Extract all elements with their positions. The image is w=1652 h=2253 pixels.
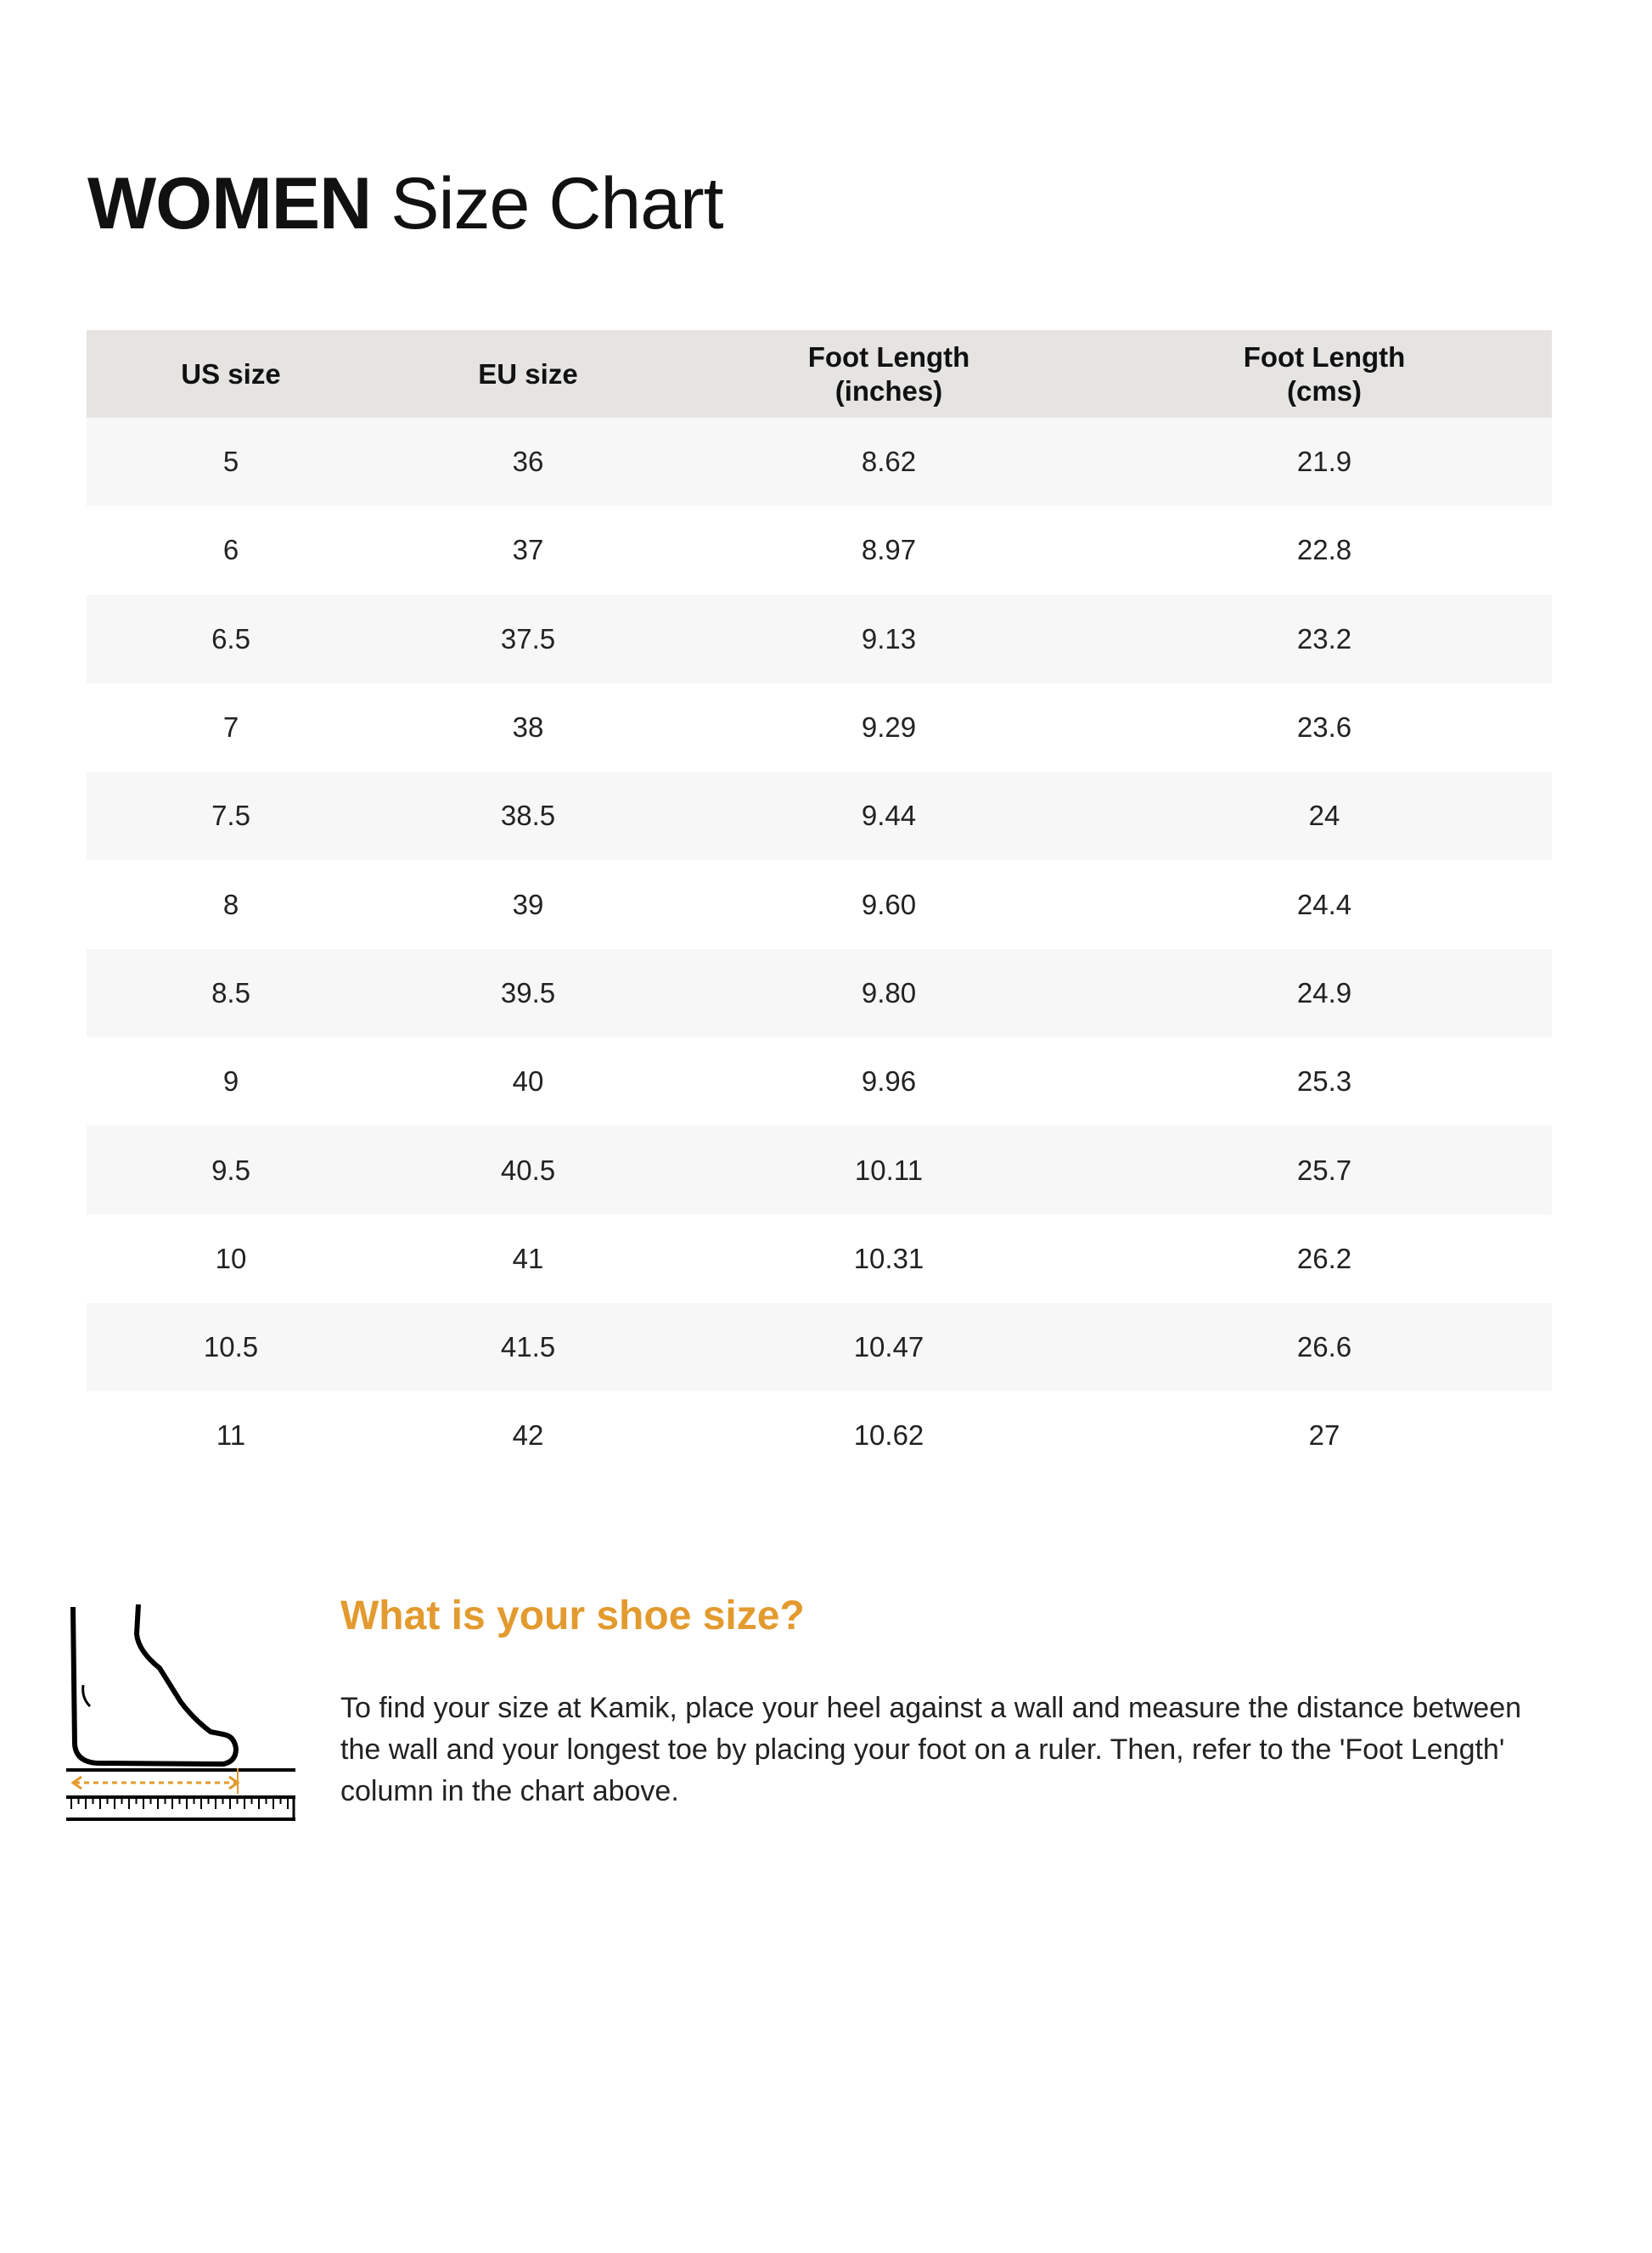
column-header-line: (inches) <box>834 374 943 407</box>
column-header-line: US size <box>181 357 281 390</box>
table-cell: 23.6 <box>1296 711 1352 744</box>
table-cell: 9.13 <box>681 594 1097 683</box>
table-cell: 40 <box>512 1065 544 1098</box>
table-cell: 25.7 <box>1097 1126 1552 1215</box>
table-cell: 8 <box>222 888 239 920</box>
table-cell: 8.5 <box>87 948 375 1038</box>
table-row: 7 38 9.29 23.6 <box>87 683 1552 772</box>
table-cell: 10.31 <box>853 1242 924 1274</box>
table-row: 6 37 8.97 22.8 <box>87 506 1552 594</box>
table-cell: 24.4 <box>1296 888 1352 920</box>
table-cell: 42 <box>512 1419 544 1452</box>
table-cell: 7.5 <box>87 772 375 861</box>
table-cell: 9.96 <box>861 1065 917 1098</box>
table-cell: 9.44 <box>681 772 1097 861</box>
column-header: EU size <box>375 330 681 418</box>
table-cell: 6 <box>222 534 239 566</box>
column-header: Foot Length (inches) <box>681 330 1097 418</box>
table-row: 10 41 10.31 26.2 <box>87 1215 1552 1303</box>
table-cell: 9.5 <box>87 1126 375 1215</box>
page-title: WOMEN Size Chart <box>87 161 724 246</box>
column-header-line: (cms) <box>1286 374 1363 407</box>
table-cell: 10.47 <box>681 1302 1097 1392</box>
table-cell: 39 <box>512 888 544 920</box>
table-row: 8.5 39.5 9.80 24.9 <box>87 948 1552 1038</box>
table-cell: 23.2 <box>1097 594 1552 683</box>
size-chart-table: US size EU size Foot Length (inches) Foot Le… <box>87 330 1552 1480</box>
table-cell: 11 <box>216 1419 246 1452</box>
table-cell: 8.97 <box>861 534 917 566</box>
column-header-line: EU size <box>478 357 578 390</box>
table-row: 8 39 9.60 24.4 <box>87 860 1552 948</box>
table-cell: 40.5 <box>375 1126 681 1215</box>
column-header-line: Foot Length <box>807 340 970 373</box>
column-header: US size <box>87 330 375 418</box>
table-row: 11 42 10.62 27 <box>87 1391 1552 1480</box>
table-row: 5 36 8.62 21.9 <box>87 418 1552 507</box>
table-cell: 6.5 <box>87 594 375 683</box>
table-cell: 37.5 <box>375 594 681 683</box>
title-bold: WOMEN <box>87 163 372 244</box>
column-header: Foot Length (cms) <box>1097 330 1552 418</box>
table-cell: 24.9 <box>1097 948 1552 1038</box>
table-row: 6.5 37.5 9.13 23.2 <box>87 594 1552 683</box>
table-cell: 24 <box>1097 772 1552 861</box>
table-cell: 5 <box>87 418 375 507</box>
table-cell: 10.5 <box>87 1302 375 1392</box>
table-row: 10.5 41.5 10.47 26.6 <box>87 1302 1552 1392</box>
table-cell: 21.9 <box>1097 418 1552 507</box>
column-header-line: Foot Length <box>1243 340 1406 373</box>
table-header-row: US size EU size Foot Length (inches) Foot Le… <box>87 330 1552 418</box>
table-cell: 37 <box>512 534 544 566</box>
table-cell: 38.5 <box>375 772 681 861</box>
table-cell: 9.60 <box>861 888 917 920</box>
title-rest: Size Chart <box>391 163 723 244</box>
table-cell: 9.80 <box>681 948 1097 1038</box>
table-cell: 38 <box>512 711 544 744</box>
table-cell: 22.8 <box>1296 534 1352 566</box>
table-row: 7.5 38.5 9.44 24 <box>87 772 1552 861</box>
table-cell: 41.5 <box>375 1302 681 1392</box>
info-heading: What is your shoe size? <box>340 1593 805 1638</box>
table-cell: 9 <box>222 1065 239 1098</box>
table-cell: 25.3 <box>1296 1065 1352 1098</box>
table-cell: 9.29 <box>861 711 917 744</box>
table-cell: 26.6 <box>1097 1302 1552 1392</box>
info-text: To find your size at Kamik, place your h… <box>340 1692 1522 1807</box>
table-row: 9.5 40.5 10.11 25.7 <box>87 1126 1552 1215</box>
table-cell: 8.62 <box>681 418 1097 507</box>
table-cell: 26.2 <box>1296 1242 1352 1274</box>
table-cell: 10.11 <box>681 1126 1097 1215</box>
table-cell: 27 <box>1308 1419 1340 1452</box>
table-cell: 41 <box>512 1242 544 1274</box>
table-cell: 36 <box>375 418 681 507</box>
table-cell: 10.62 <box>853 1419 924 1452</box>
table-row: 9 40 9.96 25.3 <box>87 1037 1552 1126</box>
table-cell: 7 <box>222 711 239 744</box>
foot-on-ruler-icon <box>66 1604 295 1821</box>
table-cell: 39.5 <box>375 948 681 1038</box>
table-cell: 10 <box>215 1242 247 1274</box>
